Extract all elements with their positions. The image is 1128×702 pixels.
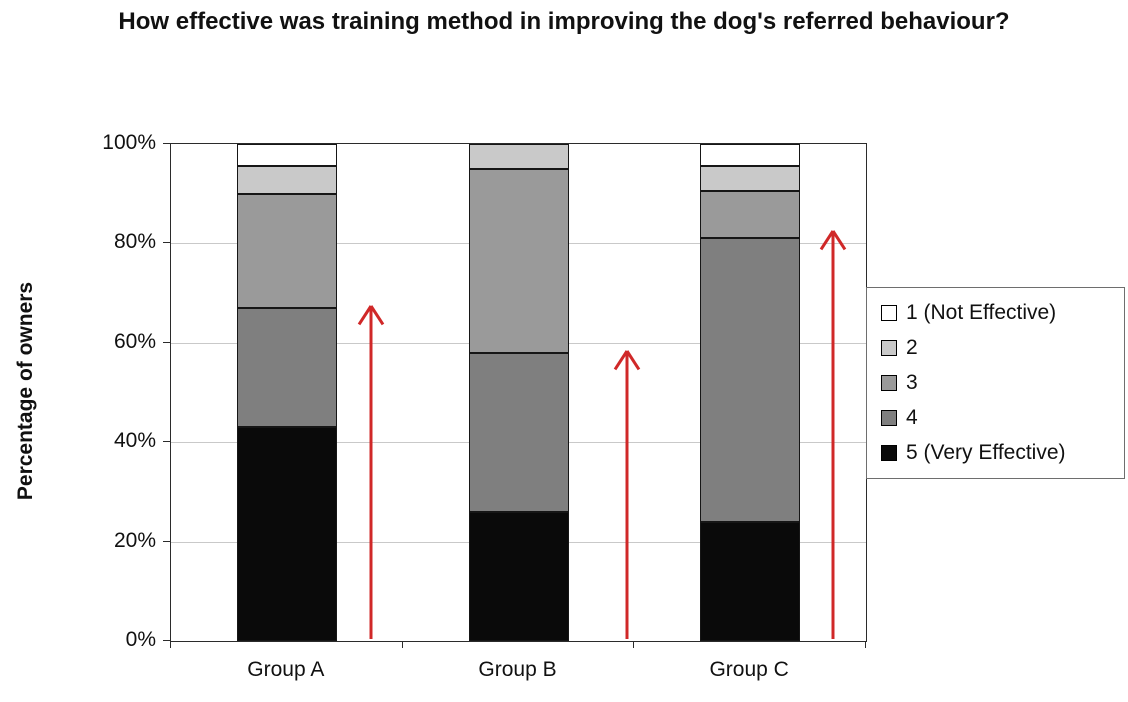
y-tick-mark — [163, 540, 170, 542]
bar-segment — [236, 427, 337, 641]
y-tick-label: 100% — [102, 131, 156, 154]
y-tick-label: 40% — [113, 429, 156, 453]
bar-group-a — [236, 144, 337, 641]
y-tick-mark — [163, 341, 170, 343]
y-tick-mark — [163, 242, 170, 244]
bar-segment — [468, 168, 569, 353]
bar-segment — [700, 166, 801, 192]
bar-segment — [468, 144, 569, 169]
y-axis-title: Percentage of owners — [14, 281, 37, 501]
legend-swatch — [881, 410, 897, 426]
legend-label: 3 — [906, 371, 918, 394]
legend-label: 1 (Not Effective) — [906, 301, 1057, 324]
y-tick-label: 20% — [113, 528, 156, 552]
y-tick-mark — [163, 143, 170, 144]
bar-segment — [236, 144, 337, 167]
legend-label: 4 — [906, 406, 918, 429]
legend-swatch — [881, 340, 897, 356]
legend-label: 5 (Very Effective) — [906, 441, 1066, 464]
y-tick-mark — [163, 640, 170, 641]
x-axis-label: Group A — [247, 658, 325, 681]
legend: 1 (Not Effective) 2 3 4 5 (Very Effective) — [866, 287, 1125, 479]
legend-label: 2 — [906, 336, 918, 359]
arrow-shaft — [625, 352, 628, 639]
legend-item: 2 — [881, 336, 1112, 360]
y-tick-label: 60% — [113, 329, 156, 353]
up-arrow-annotation — [356, 305, 386, 639]
bar-group-c — [700, 144, 801, 641]
x-tick-mark — [170, 641, 171, 648]
bar-segment — [700, 191, 801, 239]
x-tick-mark — [401, 641, 403, 648]
bar-segment — [468, 511, 569, 641]
y-tick-label: 0% — [125, 628, 156, 651]
bar-group-b — [468, 144, 569, 641]
bar-segment — [700, 144, 801, 167]
legend-swatch — [881, 445, 897, 461]
up-arrow-annotation — [612, 349, 642, 639]
y-tick-mark — [163, 441, 170, 443]
legend-swatch — [881, 375, 897, 391]
x-tick-mark — [865, 641, 866, 648]
arrow-shaft — [831, 233, 835, 639]
x-axis-label: Group C — [709, 658, 789, 681]
bar-segment — [468, 352, 569, 512]
arrow-shaft — [369, 308, 373, 639]
bar-segment — [700, 238, 801, 522]
x-axis-label: Group B — [478, 658, 557, 681]
bar-segment — [236, 308, 337, 428]
plot-area — [170, 143, 867, 642]
legend-swatch — [881, 305, 897, 321]
chart-title: How effective was training method in imp… — [118, 8, 1010, 35]
up-arrow-annotation — [818, 230, 848, 639]
y-tick-label: 80% — [113, 230, 156, 254]
bar-segment — [236, 193, 337, 309]
legend-item: 5 (Very Effective) — [881, 441, 1112, 465]
bar-segment — [700, 521, 801, 641]
bar-segment — [236, 166, 337, 194]
x-tick-mark — [633, 641, 635, 648]
legend-item: 1 (Not Effective) — [881, 301, 1112, 325]
legend-item: 4 — [881, 406, 1112, 430]
legend-item: 3 — [881, 371, 1112, 395]
